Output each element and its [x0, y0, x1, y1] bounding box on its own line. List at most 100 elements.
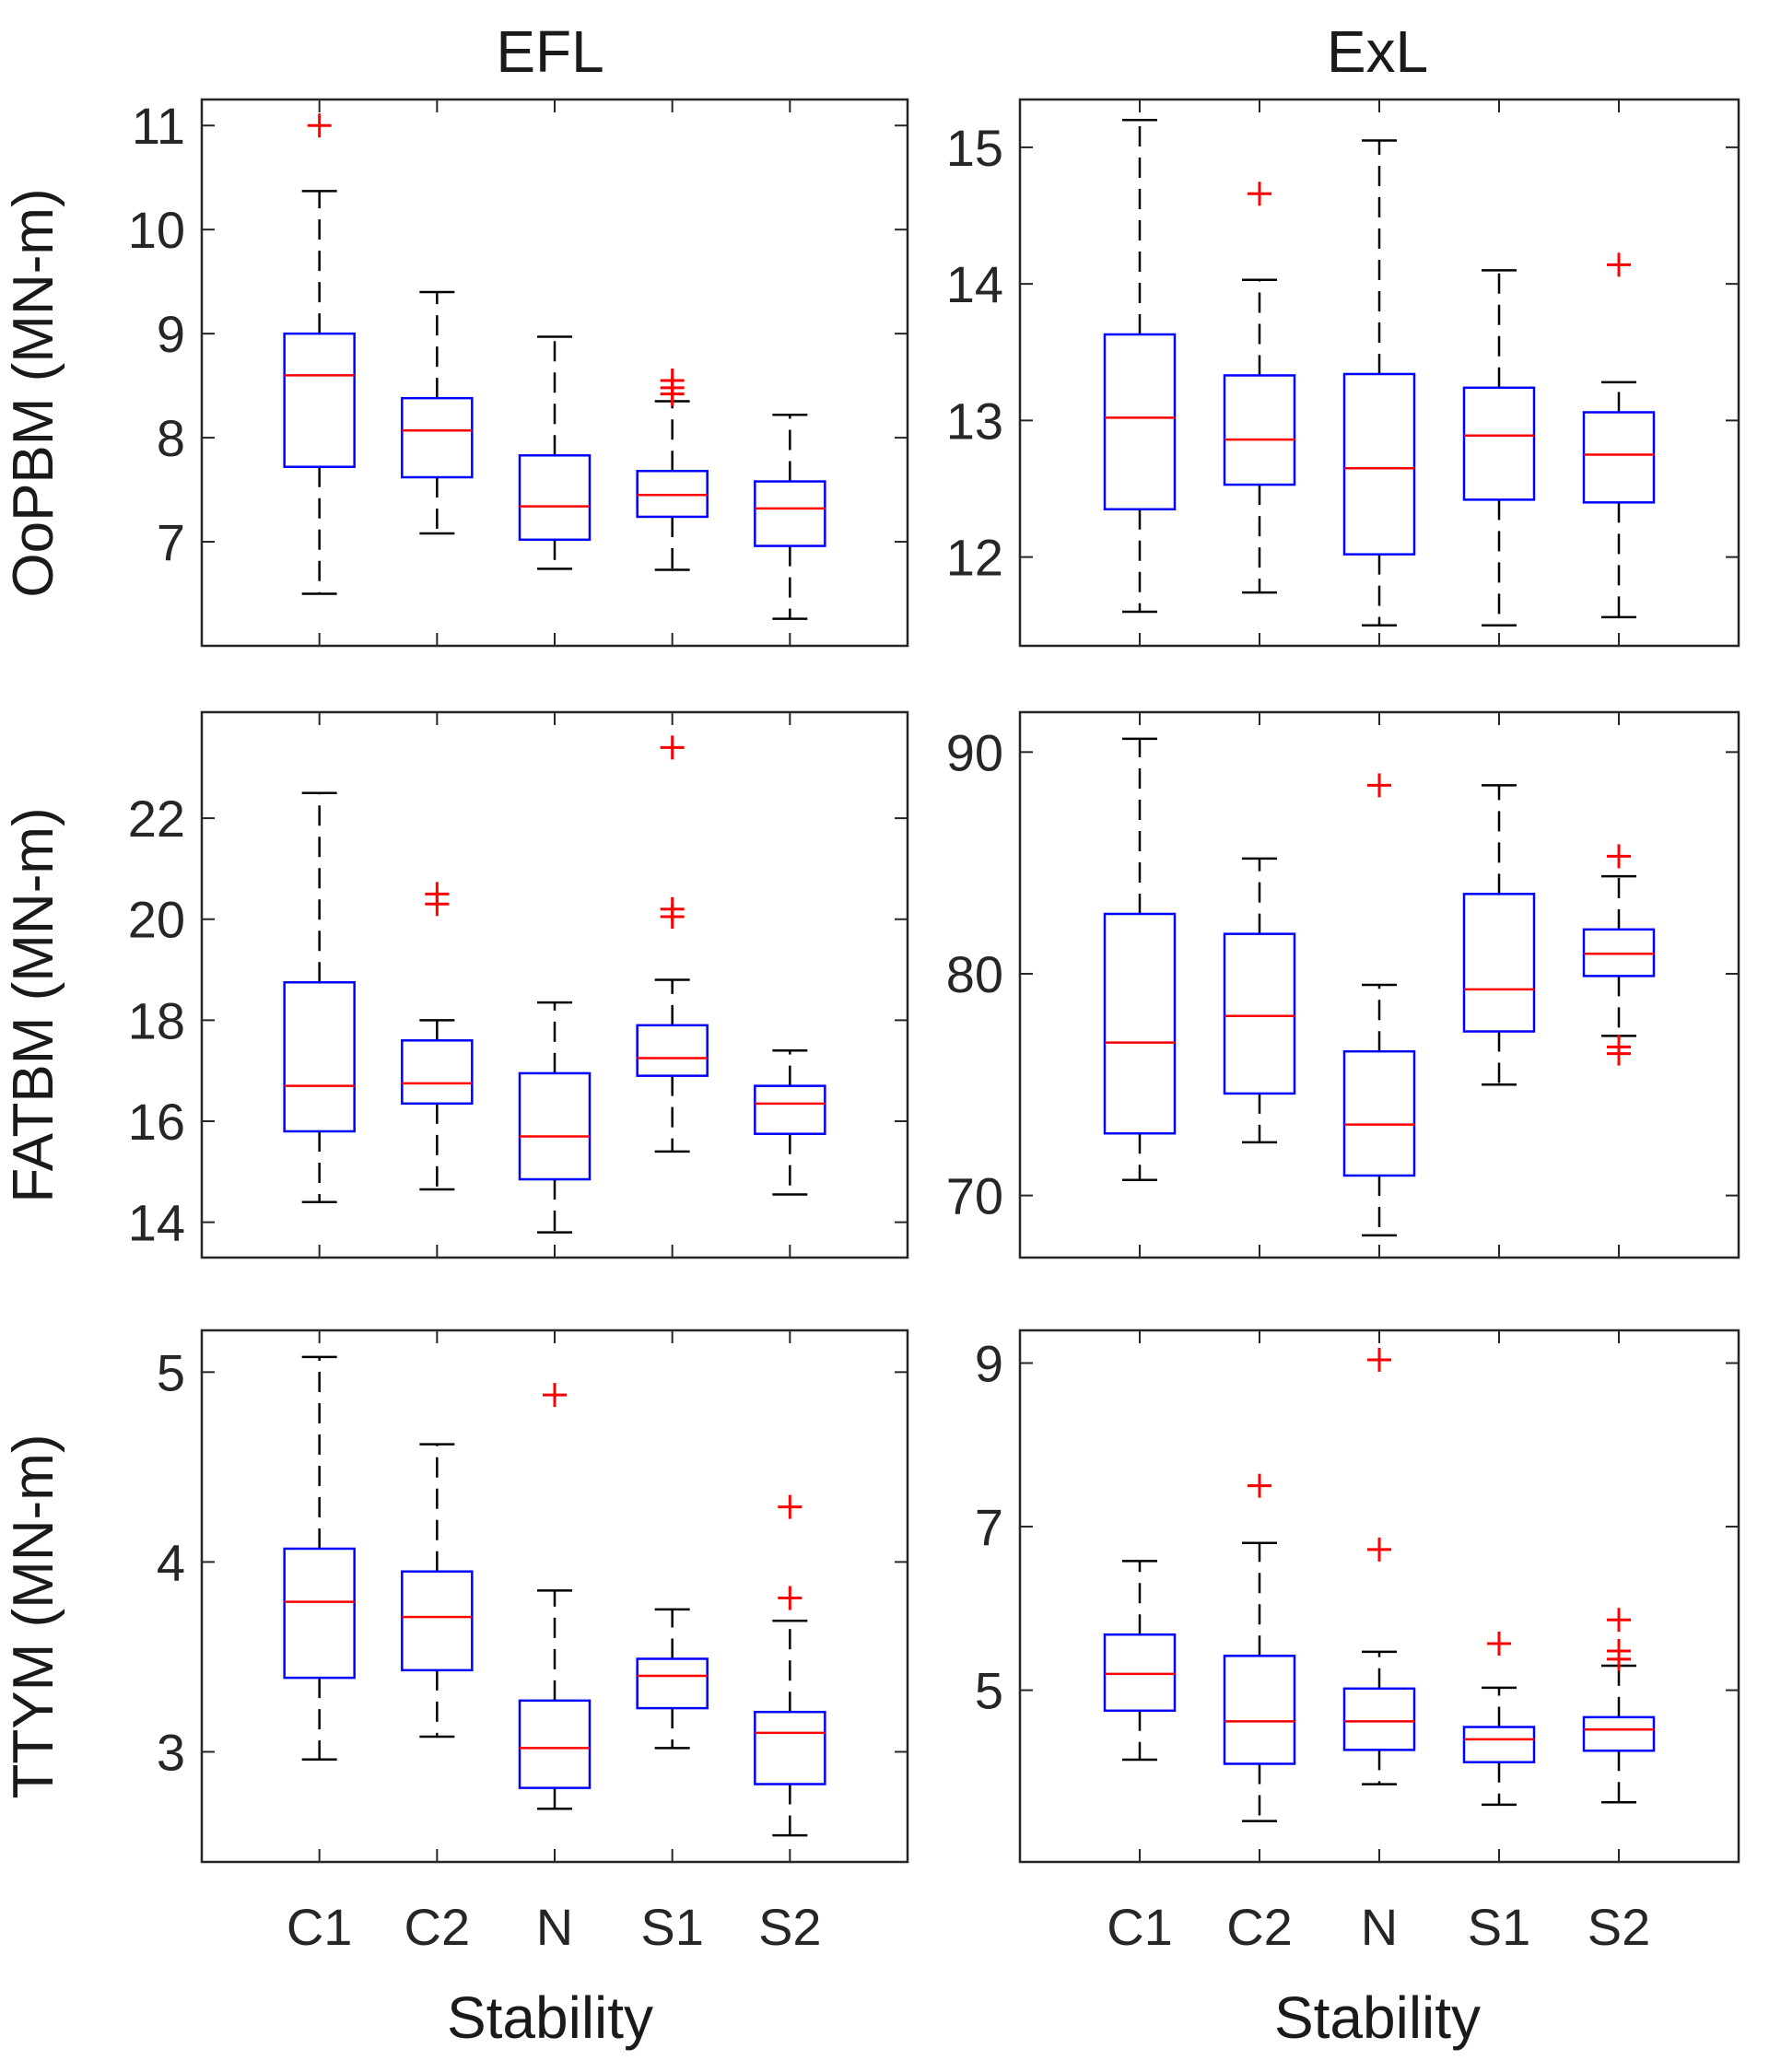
- y-tick-label: 22: [128, 790, 185, 848]
- y-tick-label: 5: [975, 1662, 1003, 1720]
- outlier-marker: [1607, 1608, 1631, 1633]
- box-group-s2: [1582, 252, 1656, 619]
- outlier-marker: [543, 1383, 567, 1408]
- box-iqr: [1462, 1726, 1536, 1763]
- column-title-efl: EFL: [496, 18, 603, 85]
- x-tick-label-s1: S1: [640, 1898, 704, 1956]
- box-group-n: [1342, 773, 1416, 1237]
- outlier-marker: [1487, 1631, 1511, 1656]
- outlier-marker: [1607, 1638, 1631, 1663]
- y-tick-label: 8: [157, 409, 185, 467]
- box-group-c1: [1103, 118, 1177, 614]
- box-iqr: [1582, 411, 1656, 504]
- y-tick-label: 9: [157, 305, 185, 363]
- box-group-s1: [1462, 269, 1536, 627]
- outlier-marker: [1248, 181, 1271, 206]
- outlier-marker: [1607, 252, 1631, 277]
- box-iqr: [1582, 1715, 1656, 1752]
- box-iqr: [283, 981, 356, 1133]
- y-tick-label: 90: [946, 723, 1003, 781]
- box-group-s2: [754, 1494, 826, 1837]
- outlier-marker: [660, 368, 685, 392]
- panel-r1c0: 14 16 18 20 22 FATBM (MN-m): [2, 710, 909, 1259]
- outlier-marker: [778, 1494, 803, 1519]
- x-axis-title-left: Stability: [447, 1984, 653, 2051]
- x-tick-label-c1: C1: [1107, 1898, 1173, 1956]
- outlier-marker: [425, 882, 450, 907]
- outlier-marker: [1607, 1041, 1631, 1066]
- outlier-marker: [1367, 1347, 1391, 1372]
- box-group-c2: [1223, 181, 1296, 594]
- y-tick-label: 70: [946, 1167, 1003, 1225]
- box-group-n: [518, 335, 592, 570]
- box-group-n: [518, 1001, 592, 1234]
- box-iqr: [283, 332, 356, 468]
- y-tick-label: 11: [132, 97, 185, 155]
- outlier-marker: [1367, 1537, 1391, 1562]
- box-group-c1: [283, 791, 356, 1203]
- box-iqr: [401, 1570, 474, 1672]
- panel-r0c1: 12 13 14 15: [946, 98, 1740, 648]
- box-group-s2: [1582, 1608, 1656, 1804]
- box-iqr: [401, 396, 474, 479]
- box-group-n: [518, 1383, 592, 1810]
- box-group-s2: [754, 413, 826, 620]
- box-iqr: [754, 1710, 826, 1785]
- y-tick-label: 7: [157, 513, 185, 571]
- y-tick-label: 14: [946, 255, 1003, 313]
- x-tick-label-s2: S2: [1588, 1898, 1651, 1956]
- y-tick-label: 7: [975, 1498, 1003, 1556]
- box-iqr: [518, 454, 592, 542]
- box-iqr: [283, 1547, 356, 1680]
- y-tick-label: 5: [157, 1343, 185, 1401]
- box-group-c2: [401, 290, 474, 535]
- box-group-s1: [636, 1608, 709, 1750]
- y-tick-label: 14: [128, 1194, 185, 1252]
- x-tick-label-s1: S1: [1468, 1898, 1531, 1956]
- box-group-c1: [1103, 737, 1177, 1182]
- y-tick-label: 80: [946, 945, 1003, 1003]
- box-group-c2: [401, 882, 474, 1191]
- box-group-c2: [401, 1443, 474, 1738]
- box-iqr: [754, 1084, 826, 1135]
- y-tick-label: 15: [946, 119, 1003, 177]
- outlier-marker: [660, 896, 685, 921]
- y-axis-title: OoPBM (MN-m): [2, 188, 65, 597]
- y-tick-label: 9: [975, 1335, 1003, 1393]
- box-group-c1: [283, 1355, 356, 1761]
- box-iqr: [1223, 1655, 1296, 1765]
- x-tick-label-s2: S2: [758, 1898, 822, 1956]
- box-group-c2: [1223, 857, 1296, 1144]
- outlier-marker: [1248, 1473, 1271, 1498]
- box-group-s2: [754, 1049, 826, 1196]
- column-title-exl: ExL: [1327, 18, 1428, 85]
- outlier-marker: [1367, 773, 1391, 798]
- x-tick-label-c2: C2: [1226, 1898, 1293, 1956]
- outlier-marker: [660, 735, 685, 760]
- x-axis-title-right: Stability: [1274, 1984, 1481, 2051]
- box-iqr: [1103, 912, 1177, 1135]
- box-iqr: [1223, 932, 1296, 1095]
- box-group-c2: [1223, 1473, 1296, 1822]
- box-iqr: [518, 1699, 592, 1789]
- x-tick-label-c2: C2: [404, 1898, 471, 1956]
- box-iqr: [754, 480, 826, 547]
- box-iqr: [1342, 372, 1416, 556]
- y-tick-label: 10: [128, 201, 185, 259]
- box-iqr: [1103, 1633, 1177, 1713]
- box-iqr: [636, 1657, 709, 1710]
- panel-r2c0: 3 4 5 C1 C2 N S1 S2 TTYM (MN-m): [2, 1329, 909, 1956]
- panels: 7 8 9 10 11 OoPBM (MN-m) 12 13 14 15 14 16 18 20 22 FAT…: [2, 97, 1740, 1956]
- x-tick-label-n: N: [536, 1898, 573, 1956]
- y-tick-label: 3: [157, 1723, 185, 1781]
- box-iqr: [1342, 1049, 1416, 1177]
- panel-r2c1: 5 7 9 C1 C2 N S1 S2: [975, 1329, 1740, 1956]
- box-group-c1: [1103, 1560, 1177, 1762]
- box-group-s1: [1462, 784, 1536, 1086]
- y-axis-title: TTYM (MN-m): [2, 1434, 65, 1799]
- box-iqr: [518, 1071, 592, 1181]
- box-iqr: [1342, 1687, 1416, 1751]
- box-iqr: [636, 1024, 709, 1077]
- box-group-s2: [1582, 844, 1656, 1066]
